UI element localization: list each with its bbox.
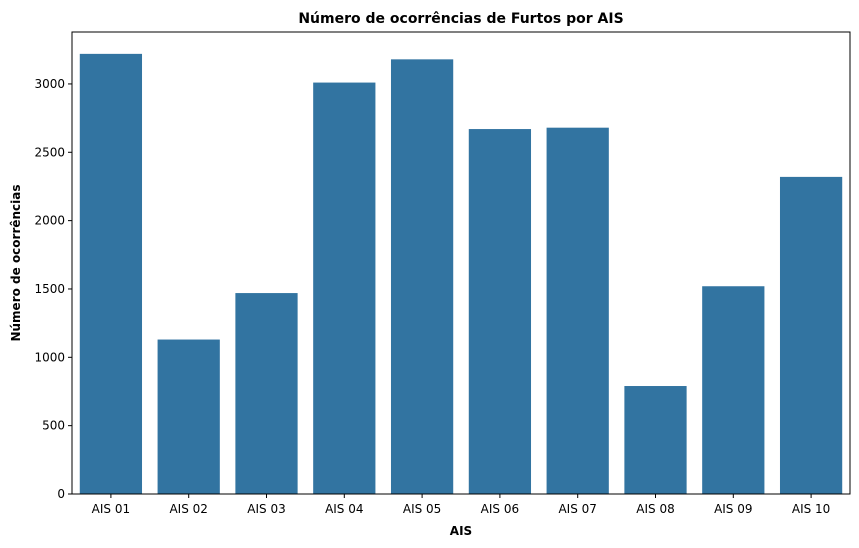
bars-group [79, 53, 843, 495]
x-tick-label: AIS 01 [92, 502, 130, 516]
bar-ais-04 [313, 82, 376, 494]
x-tick-label: AIS 07 [558, 502, 596, 516]
y-tick-label: 2000 [34, 214, 65, 228]
bar-ais-05 [390, 59, 454, 495]
x-tick-label: AIS 08 [636, 502, 674, 516]
bar-ais-07 [546, 127, 609, 495]
bar-ais-02 [157, 339, 220, 494]
y-tick-label: 3000 [34, 77, 65, 91]
x-tick-label: AIS 09 [714, 502, 752, 516]
y-tick-label: 500 [42, 419, 65, 433]
x-tick-label: AIS 03 [247, 502, 285, 516]
chart-title: Número de ocorrências de Furtos por AIS [298, 11, 623, 27]
y-tick-label: 2500 [34, 145, 65, 159]
x-tick-label: AIS 10 [792, 502, 830, 516]
x-tick-label: AIS 05 [403, 502, 441, 516]
x-tick-label: AIS 04 [325, 502, 363, 516]
bar-ais-09 [702, 286, 765, 494]
bar-ais-08 [624, 386, 687, 494]
y-axis-label: Número de ocorrências [9, 184, 23, 341]
bar-ais-06 [468, 129, 532, 495]
y-tick-label: 0 [57, 487, 65, 501]
y-axis: 0 500 1000 1500 2000 2500 3000 [34, 77, 72, 501]
x-axis: AIS 01 AIS 02 AIS 03 AIS 04 AIS 05 AIS 06 AIS … [92, 494, 830, 516]
bar-ais-10 [779, 176, 843, 494]
y-tick-label: 1000 [34, 350, 65, 364]
x-tick-label: AIS 06 [481, 502, 519, 516]
x-axis-label: AIS [450, 524, 472, 538]
plot-frame [71, 31, 851, 495]
x-tick-label: AIS 02 [169, 502, 207, 516]
y-tick-label: 1500 [34, 282, 65, 296]
bar-ais-03 [235, 293, 298, 494]
bar-ais-01 [79, 53, 143, 495]
